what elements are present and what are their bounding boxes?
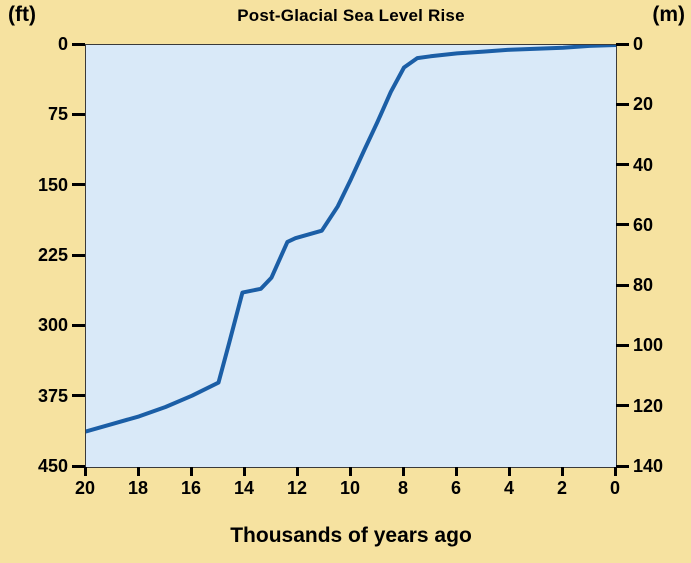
y-tick-label-m: 80 bbox=[633, 275, 654, 296]
x-tick-label: 0 bbox=[609, 478, 620, 498]
x-tick-mark bbox=[613, 467, 617, 476]
x-tick-mark bbox=[454, 467, 458, 476]
x-tick-mark bbox=[189, 467, 193, 476]
y-tick-label-m: 20 bbox=[633, 94, 654, 115]
sea-level-line bbox=[86, 45, 616, 434]
chart-title: Post-Glacial Sea Level Rise bbox=[237, 6, 465, 25]
x-tick-label: 6 bbox=[450, 478, 461, 498]
y-tick-mark-ft bbox=[72, 253, 85, 257]
y-tick-mark-ft bbox=[72, 394, 85, 398]
x-tick-label: 8 bbox=[397, 478, 408, 498]
y-tick-mark-ft bbox=[72, 464, 85, 468]
y-tick-label-m: 0 bbox=[633, 34, 644, 54]
y-tick-mark-ft bbox=[72, 183, 85, 187]
y-tick-label-ft: 225 bbox=[37, 245, 68, 265]
y-tick-mark-m bbox=[616, 102, 629, 106]
x-tick-label: 12 bbox=[286, 478, 308, 498]
y-tick-label-m: 100 bbox=[633, 335, 664, 356]
y-tick-mark-m bbox=[616, 404, 629, 408]
x-tick-mark bbox=[136, 467, 140, 476]
x-tick-mark bbox=[401, 467, 405, 476]
y-tick-label-ft: 150 bbox=[37, 174, 68, 195]
y-tick-label-m: 40 bbox=[633, 154, 654, 175]
left-axis-unit-label: (ft) bbox=[8, 3, 36, 26]
y-tick-mark-m bbox=[616, 223, 629, 227]
y-tick-label-ft: 450 bbox=[37, 456, 68, 476]
y-tick-mark-ft bbox=[72, 42, 85, 46]
y-tick-mark-m bbox=[616, 283, 629, 287]
x-tick-label: 4 bbox=[503, 478, 514, 498]
y-tick-label-ft: 300 bbox=[37, 315, 68, 336]
y-tick-label-ft: 375 bbox=[37, 385, 68, 406]
x-tick-label: 16 bbox=[180, 478, 202, 498]
y-tick-mark-m bbox=[616, 163, 629, 167]
y-tick-mark-ft bbox=[72, 112, 85, 116]
y-tick-label-ft: 75 bbox=[47, 104, 68, 125]
y-tick-label-m: 60 bbox=[633, 214, 654, 235]
right-axis-unit-label: (m) bbox=[652, 3, 685, 26]
x-tick-mark bbox=[560, 467, 564, 476]
x-tick-label: 10 bbox=[339, 478, 361, 498]
plot-area bbox=[85, 44, 617, 468]
y-tick-label-ft: 0 bbox=[57, 34, 68, 54]
x-tick-label: 2 bbox=[556, 478, 567, 498]
y-tick-label-m: 120 bbox=[633, 395, 664, 416]
x-tick-label: 18 bbox=[127, 478, 149, 498]
x-axis-title: Thousands of years ago bbox=[230, 524, 472, 547]
y-tick-mark-ft bbox=[72, 323, 85, 327]
x-tick-mark bbox=[348, 467, 352, 476]
x-tick-label: 20 bbox=[74, 478, 96, 498]
sea-level-curve bbox=[86, 45, 616, 434]
x-tick-label: 14 bbox=[233, 478, 255, 498]
y-tick-mark-m bbox=[616, 343, 629, 347]
y-tick-label-m: 140 bbox=[633, 456, 664, 476]
x-tick-mark bbox=[295, 467, 299, 476]
y-tick-mark-m bbox=[616, 464, 629, 468]
x-tick-mark bbox=[242, 467, 246, 476]
x-tick-mark bbox=[83, 467, 87, 476]
x-tick-mark bbox=[507, 467, 511, 476]
y-tick-mark-m bbox=[616, 42, 629, 46]
